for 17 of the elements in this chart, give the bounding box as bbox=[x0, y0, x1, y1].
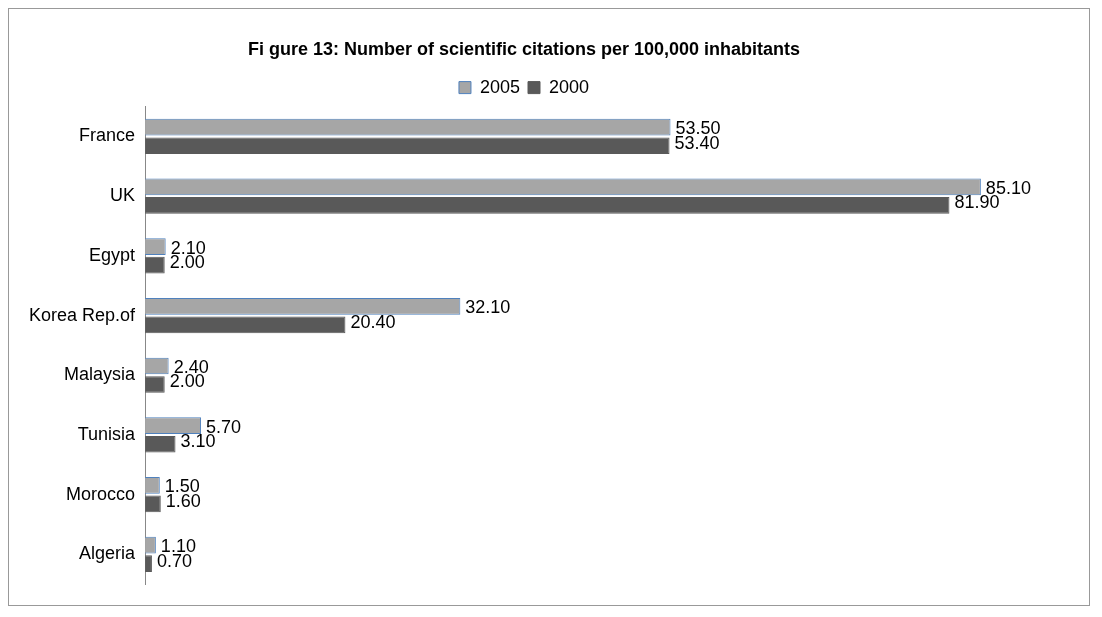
bar bbox=[145, 316, 346, 334]
y-tick-label: Morocco bbox=[66, 483, 136, 504]
y-tick-label: UK bbox=[110, 185, 136, 206]
data-label: 20.40 bbox=[350, 311, 396, 332]
y-tick-label: Algeria bbox=[79, 543, 137, 564]
y-tick-label: Korea Rep.of bbox=[28, 304, 137, 325]
y-tick-label: Tunisia bbox=[77, 423, 137, 444]
y-tick-label: Egypt bbox=[89, 244, 136, 265]
bar bbox=[145, 197, 950, 214]
chart-title: Fi gure 13: Number of scientific citations per 100,000 inhabitants bbox=[247, 38, 801, 59]
data-label: 32.10 bbox=[465, 297, 511, 318]
bar bbox=[145, 435, 176, 453]
y-tick-label: France bbox=[79, 125, 136, 146]
legend-label: 2005 bbox=[479, 76, 520, 97]
bar bbox=[145, 137, 670, 155]
y-tick-label: Malaysia bbox=[64, 364, 137, 385]
legend-label: 2000 bbox=[549, 76, 590, 97]
